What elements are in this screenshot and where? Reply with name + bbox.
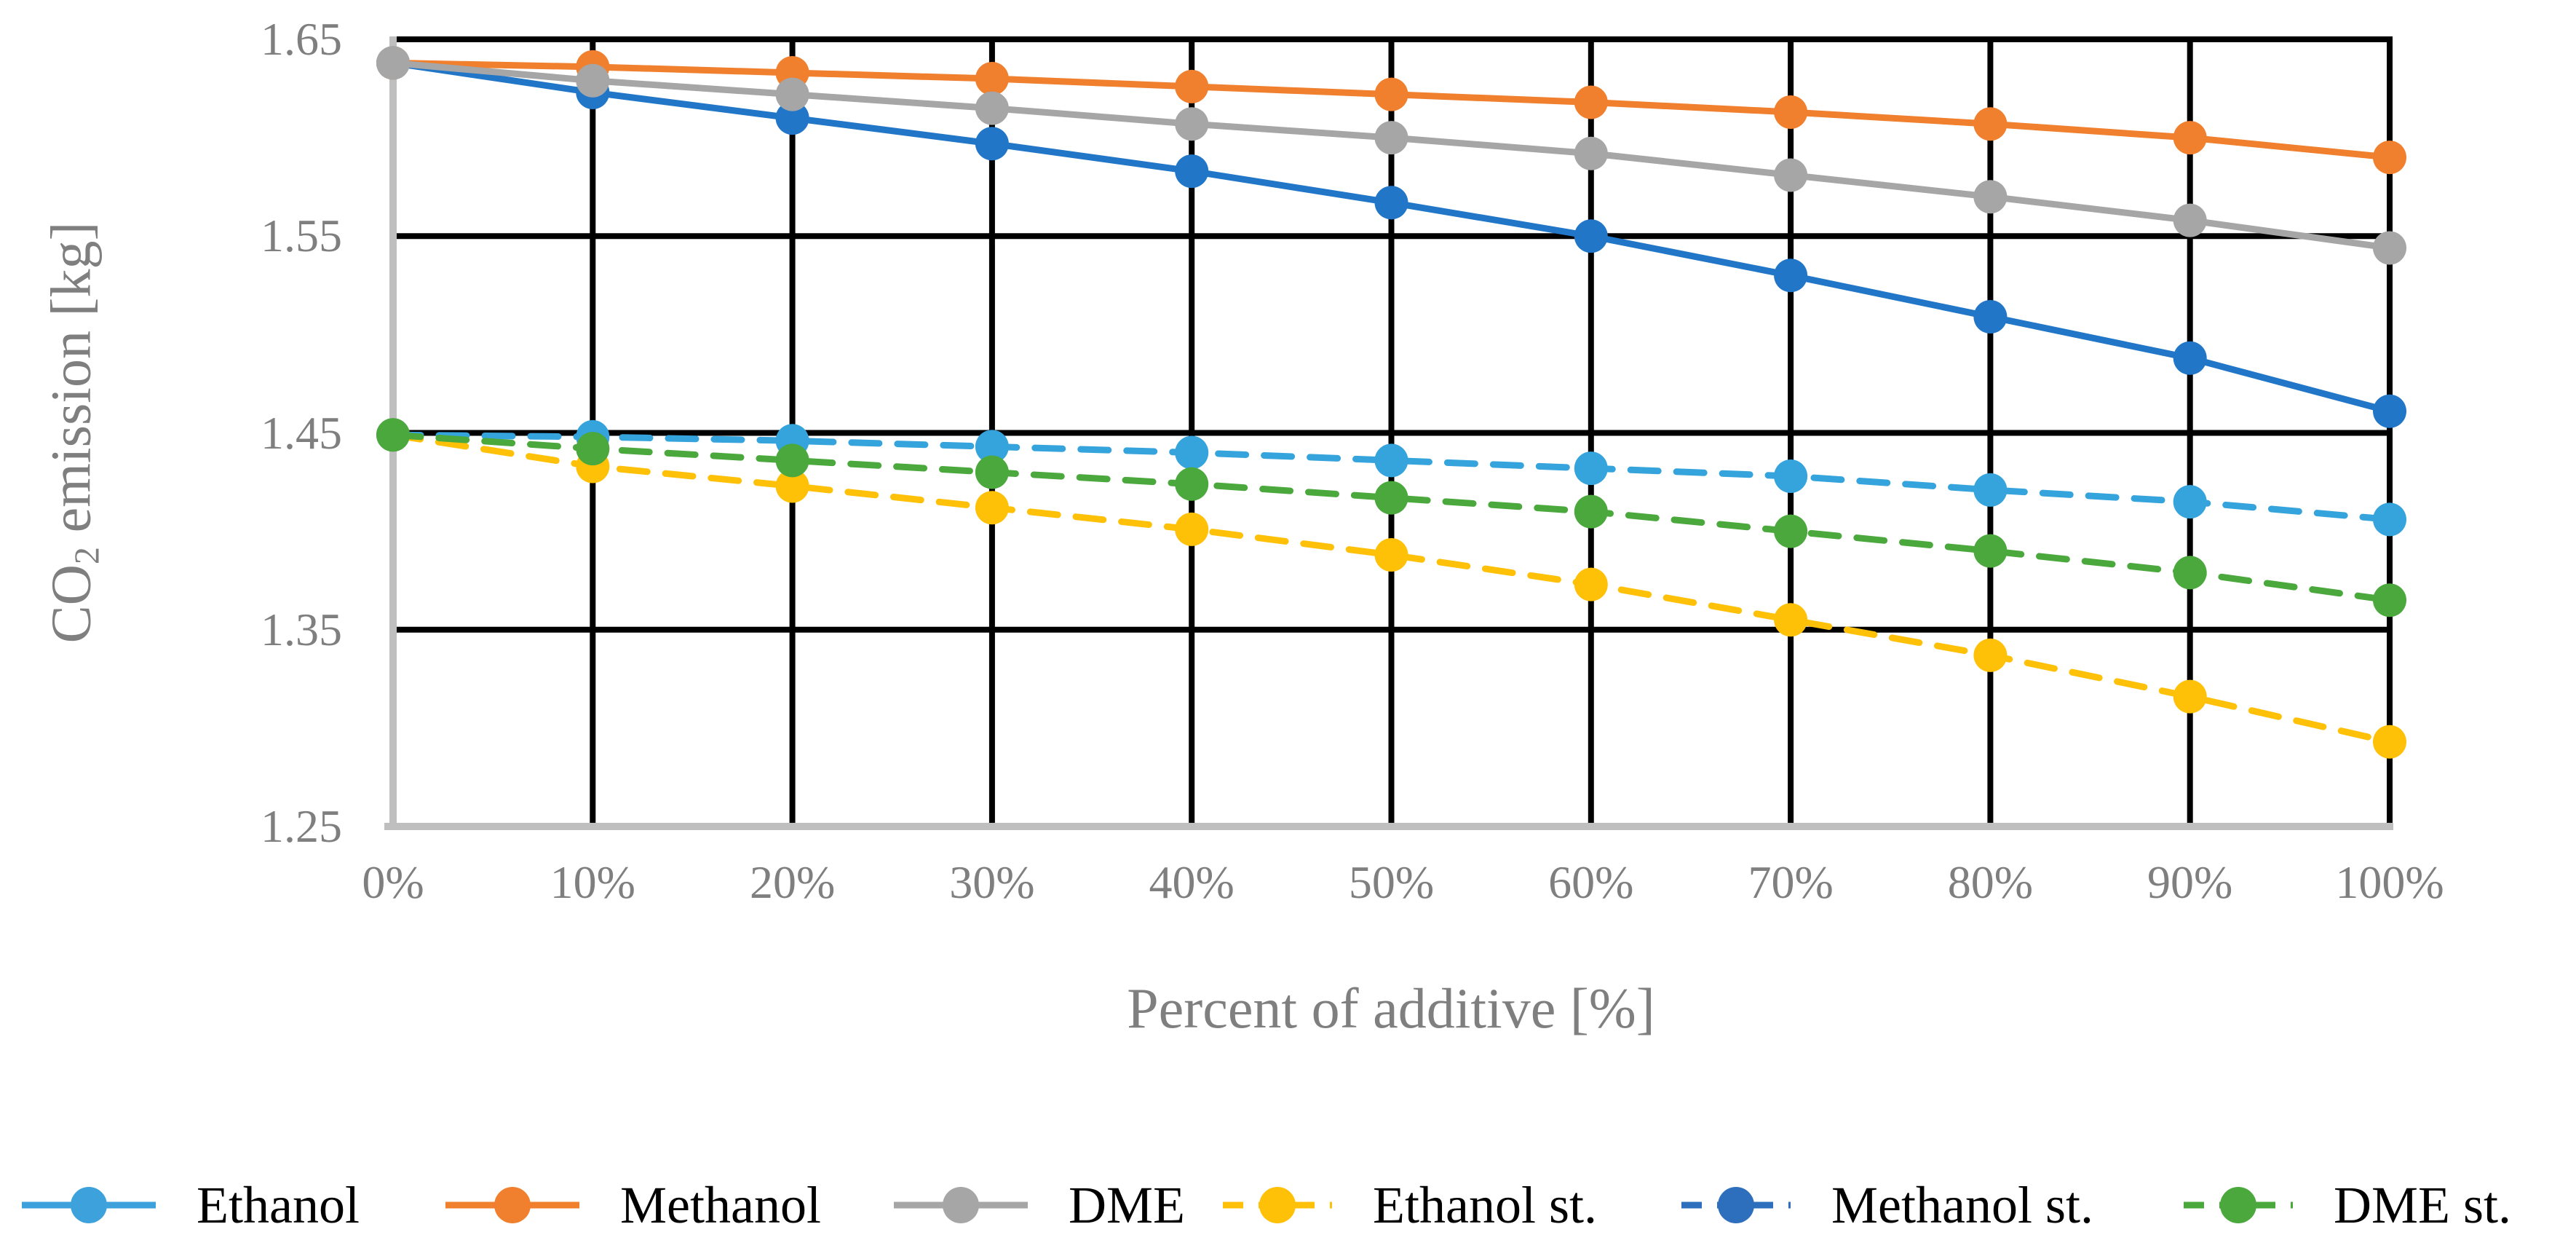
marker-ethanol-60 (1574, 219, 1608, 253)
marker-methanol-30 (975, 62, 1009, 96)
x-tick-label-50%: 50% (1348, 856, 1435, 908)
marker-methanol-st-90 (2173, 485, 2207, 519)
marker-methanol-80 (1973, 107, 2008, 141)
legend-swatch-ethanol-st-icon (1223, 1187, 1332, 1223)
marker-methanol-st-40 (1175, 435, 1209, 470)
marker-methanol-st-70 (1774, 459, 1808, 493)
y-tick-label-1.65: 1.65 (261, 13, 342, 65)
marker-ethanol-40 (1175, 154, 1209, 189)
marker-methanol-50 (1374, 77, 1408, 111)
legend-label-dme-st: DME st. (2334, 1176, 2512, 1234)
marker-dme-st-20 (775, 443, 809, 478)
y-tick-label-1.25: 1.25 (261, 800, 342, 852)
marker-ethanol-st-90 (2173, 679, 2207, 714)
marker-ethanol-st-80 (1973, 638, 2008, 672)
marker-dme-100 (2373, 231, 2406, 265)
legend-label-methanol: Methanol (620, 1176, 821, 1234)
marker-ethanol-st-100 (2373, 725, 2406, 759)
y-axis-title-subscript: 2 (68, 546, 107, 565)
legend-swatch-methanol-icon (445, 1187, 579, 1223)
legend-swatch-ethanol-icon (22, 1187, 156, 1223)
marker-ethanol-st-20 (775, 469, 809, 503)
legend-item-dme: DME (894, 1165, 1185, 1245)
legend-swatch-dme-st-icon (2184, 1187, 2293, 1223)
marker-methanol-st-30 (975, 430, 1009, 464)
marker-dme-st-10 (576, 432, 610, 466)
marker-ethanol-90 (2173, 341, 2207, 375)
marker-dme-st-80 (1973, 534, 2008, 568)
marker-dme-20 (775, 77, 809, 111)
y-axis-title-units: emission [kg] (39, 221, 103, 547)
x-tick-label-90%: 90% (2147, 856, 2233, 908)
marker-ethanol-st-50 (1374, 538, 1408, 572)
legend-label-ethanol-st: Ethanol st. (1373, 1176, 1597, 1234)
marker-ethanol-70 (1774, 258, 1808, 293)
marker-dme-st-40 (1175, 467, 1209, 501)
marker-ethanol-30 (975, 127, 1009, 161)
marker-dme-st-30 (975, 455, 1009, 489)
marker-dme-40 (1175, 107, 1209, 141)
marker-dme-30 (975, 91, 1009, 125)
marker-ethanol-100 (2373, 394, 2406, 428)
marker-dme-st-60 (1574, 494, 1608, 529)
marker-ethanol-st-60 (1574, 567, 1608, 601)
marker-methanol-st-100 (2373, 502, 2406, 537)
legend-item-dme-st: DME st. (2184, 1165, 2511, 1245)
marker-dme-st-0 (376, 418, 410, 452)
marker-dme-50 (1374, 121, 1408, 155)
x-tick-label-100%: 100% (2335, 856, 2444, 908)
marker-dme-10 (576, 63, 610, 98)
marker-ethanol-20 (775, 101, 809, 135)
legend-item-ethanol-st: Ethanol st. (1223, 1165, 1597, 1245)
y-tick-label-1.35: 1.35 (261, 603, 342, 655)
marker-methanol-st-60 (1574, 451, 1608, 486)
y-tick-label-1.45: 1.45 (261, 406, 342, 459)
x-tick-label-40%: 40% (1149, 856, 1235, 908)
legend-item-methanol: Methanol (445, 1165, 821, 1245)
marker-dme-60 (1574, 136, 1608, 170)
marker-ethanol-st-70 (1774, 603, 1808, 637)
marker-dme-st-70 (1774, 514, 1808, 548)
marker-ethanol-50 (1374, 186, 1408, 220)
marker-methanol-40 (1175, 69, 1209, 103)
marker-dme-st-50 (1374, 481, 1408, 515)
legend-item-ethanol: Ethanol (22, 1165, 360, 1245)
y-axis-title: CO2 emission [kg] (38, 222, 107, 644)
marker-dme-0 (376, 46, 410, 80)
legend-label-dme: DME (1069, 1176, 1185, 1234)
marker-ethanol-st-40 (1175, 512, 1209, 546)
marker-dme-st-90 (2173, 556, 2207, 590)
marker-methanol-70 (1774, 95, 1808, 129)
marker-methanol-90 (2173, 121, 2207, 155)
marker-dme-70 (1774, 158, 1808, 192)
marker-methanol-st-80 (1973, 473, 2008, 507)
legend-swatch-methanol-st-icon (1681, 1187, 1791, 1223)
marker-dme-80 (1973, 180, 2008, 214)
series-line-dme-st (389, 431, 2393, 604)
x-tick-label-0%: 0% (362, 856, 424, 908)
marker-methanol-st-50 (1374, 443, 1408, 478)
x-axis-title: Percent of additive [%] (1127, 976, 1655, 1040)
x-tick-label-60%: 60% (1548, 856, 1634, 908)
series-line-methanol-st (389, 431, 2393, 523)
marker-dme-90 (2173, 203, 2207, 237)
x-tick-label-10%: 10% (550, 856, 635, 908)
legend-swatch-dme-icon (894, 1187, 1028, 1223)
x-tick-label-80%: 80% (1947, 856, 2034, 908)
marker-ethanol-80 (1973, 300, 2008, 334)
marker-dme-st-100 (2373, 583, 2406, 617)
marker-ethanol-st-30 (975, 491, 1009, 525)
x-tick-label-70%: 70% (1748, 856, 1834, 908)
x-tick-label-20%: 20% (749, 856, 836, 908)
y-tick-label-1.55: 1.55 (261, 210, 342, 262)
marker-methanol-60 (1574, 85, 1608, 119)
legend-label-methanol-st: Methanol st. (1831, 1176, 2093, 1234)
marker-methanol-100 (2373, 141, 2406, 175)
legend-item-methanol-st: Methanol st. (1681, 1165, 2093, 1245)
chart-legend: Ethanol Methanol DME Ethanol st. Methanol st… (0, 1165, 2576, 1245)
legend-label-ethanol: Ethanol (197, 1176, 360, 1234)
x-tick-label-30%: 30% (949, 856, 1035, 908)
y-axis-title-text: CO (39, 564, 103, 644)
